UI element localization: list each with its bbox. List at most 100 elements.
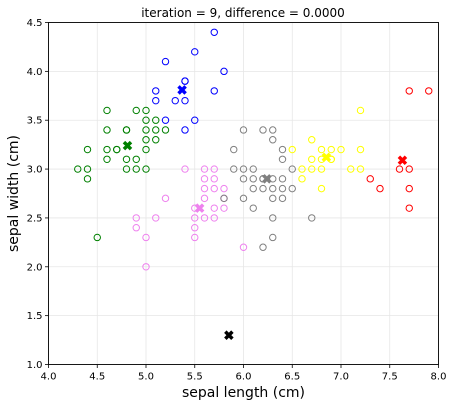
- grid: [48, 22, 439, 365]
- x-tick-label: 4.0: [41, 372, 57, 383]
- data-point: [405, 204, 413, 212]
- data-point: [259, 126, 267, 134]
- data-point: [132, 155, 140, 164]
- data-point: [161, 57, 170, 66]
- x-tick-label: 7.0: [333, 372, 349, 383]
- data-point: [132, 165, 140, 173]
- x-tick-label: 4.5: [89, 372, 105, 383]
- data-point: [249, 204, 257, 212]
- y-axis-label: sepal width (cm): [6, 135, 22, 252]
- data-point: [278, 175, 287, 183]
- data-point: [152, 87, 160, 95]
- centroid-marker: [262, 174, 272, 184]
- data-point: [200, 194, 209, 203]
- data-point: [191, 116, 199, 124]
- data-point: [83, 165, 92, 173]
- data-point: [74, 165, 82, 173]
- centroid-marker: [224, 330, 234, 340]
- data-point: [142, 233, 150, 242]
- data-point: [366, 175, 374, 183]
- data-point: [239, 243, 248, 251]
- data-point: [278, 184, 287, 193]
- data-point: [103, 155, 111, 164]
- data-point: [269, 214, 277, 222]
- y-tick-label: 4.0: [27, 67, 43, 78]
- data-point: [132, 224, 140, 232]
- data-point: [171, 96, 179, 105]
- data-point: [220, 194, 228, 203]
- y-tick-label: 4.5: [27, 18, 43, 29]
- data-point: [152, 214, 160, 222]
- y-tick-label: 2.5: [27, 213, 43, 224]
- data-point: [298, 165, 306, 173]
- data-point: [161, 116, 170, 124]
- data-point: [152, 126, 160, 134]
- y-tick-label: 2.0: [27, 262, 43, 273]
- data-point: [317, 145, 326, 154]
- data-point: [317, 165, 326, 173]
- y-tick-label: 3.0: [27, 165, 43, 176]
- centroid-marker: [194, 203, 205, 213]
- data-point: [200, 175, 209, 183]
- data-point: [269, 126, 277, 134]
- data-point: [103, 126, 111, 134]
- data-point: [308, 165, 316, 173]
- centroid-marker: [177, 85, 187, 95]
- data-point: [327, 145, 335, 154]
- data-point: [142, 263, 150, 271]
- data-point: [220, 204, 228, 212]
- data-point: [122, 155, 131, 164]
- data-point: [200, 214, 209, 222]
- data-point: [278, 155, 287, 164]
- data-point: [269, 136, 277, 144]
- data-point: [191, 224, 199, 232]
- y-tick-label: 3.5: [27, 116, 43, 127]
- data-point: [298, 175, 306, 183]
- data-point: [269, 184, 277, 193]
- centroid-marker: [397, 155, 408, 166]
- data-point: [93, 233, 101, 242]
- data-point: [161, 194, 170, 203]
- data-point: [249, 165, 257, 173]
- data-point: [181, 96, 189, 105]
- data-point: [122, 165, 131, 173]
- data-point: [288, 145, 296, 154]
- data-point: [191, 48, 199, 56]
- data-point: [269, 175, 277, 183]
- data-point: [356, 165, 365, 173]
- data-point: [191, 214, 199, 222]
- data-point: [152, 96, 160, 105]
- data-point: [269, 194, 277, 203]
- y-tick-label: 1.5: [27, 311, 43, 322]
- data-point: [200, 184, 209, 193]
- data-point: [142, 145, 150, 154]
- data-point: [142, 136, 150, 144]
- data-point: [356, 145, 365, 154]
- data-point: [288, 165, 296, 173]
- data-point: [132, 106, 140, 115]
- data-point: [113, 145, 121, 154]
- x-axis-label: sepal length (cm): [182, 385, 305, 401]
- data-point: [405, 165, 413, 173]
- data-point: [249, 184, 257, 193]
- data-point: [405, 184, 413, 193]
- centroids: [122, 85, 408, 340]
- data-point: [278, 145, 287, 154]
- data-point: [425, 87, 433, 95]
- data-point: [200, 165, 209, 173]
- x-tick-label: 7.5: [382, 372, 398, 383]
- data-point: [308, 155, 316, 164]
- data-point: [210, 204, 218, 212]
- data-point: [181, 165, 189, 173]
- data-point: [210, 214, 218, 222]
- data-point: [239, 175, 248, 183]
- centroid-marker: [321, 152, 332, 163]
- data-point: [83, 145, 92, 154]
- data-point: [356, 106, 365, 115]
- data-point: [210, 165, 218, 173]
- data-point: [103, 106, 111, 115]
- x-tick-label: 6.5: [284, 372, 300, 383]
- data-point: [278, 194, 287, 203]
- x-tick-label: 8.0: [431, 372, 447, 383]
